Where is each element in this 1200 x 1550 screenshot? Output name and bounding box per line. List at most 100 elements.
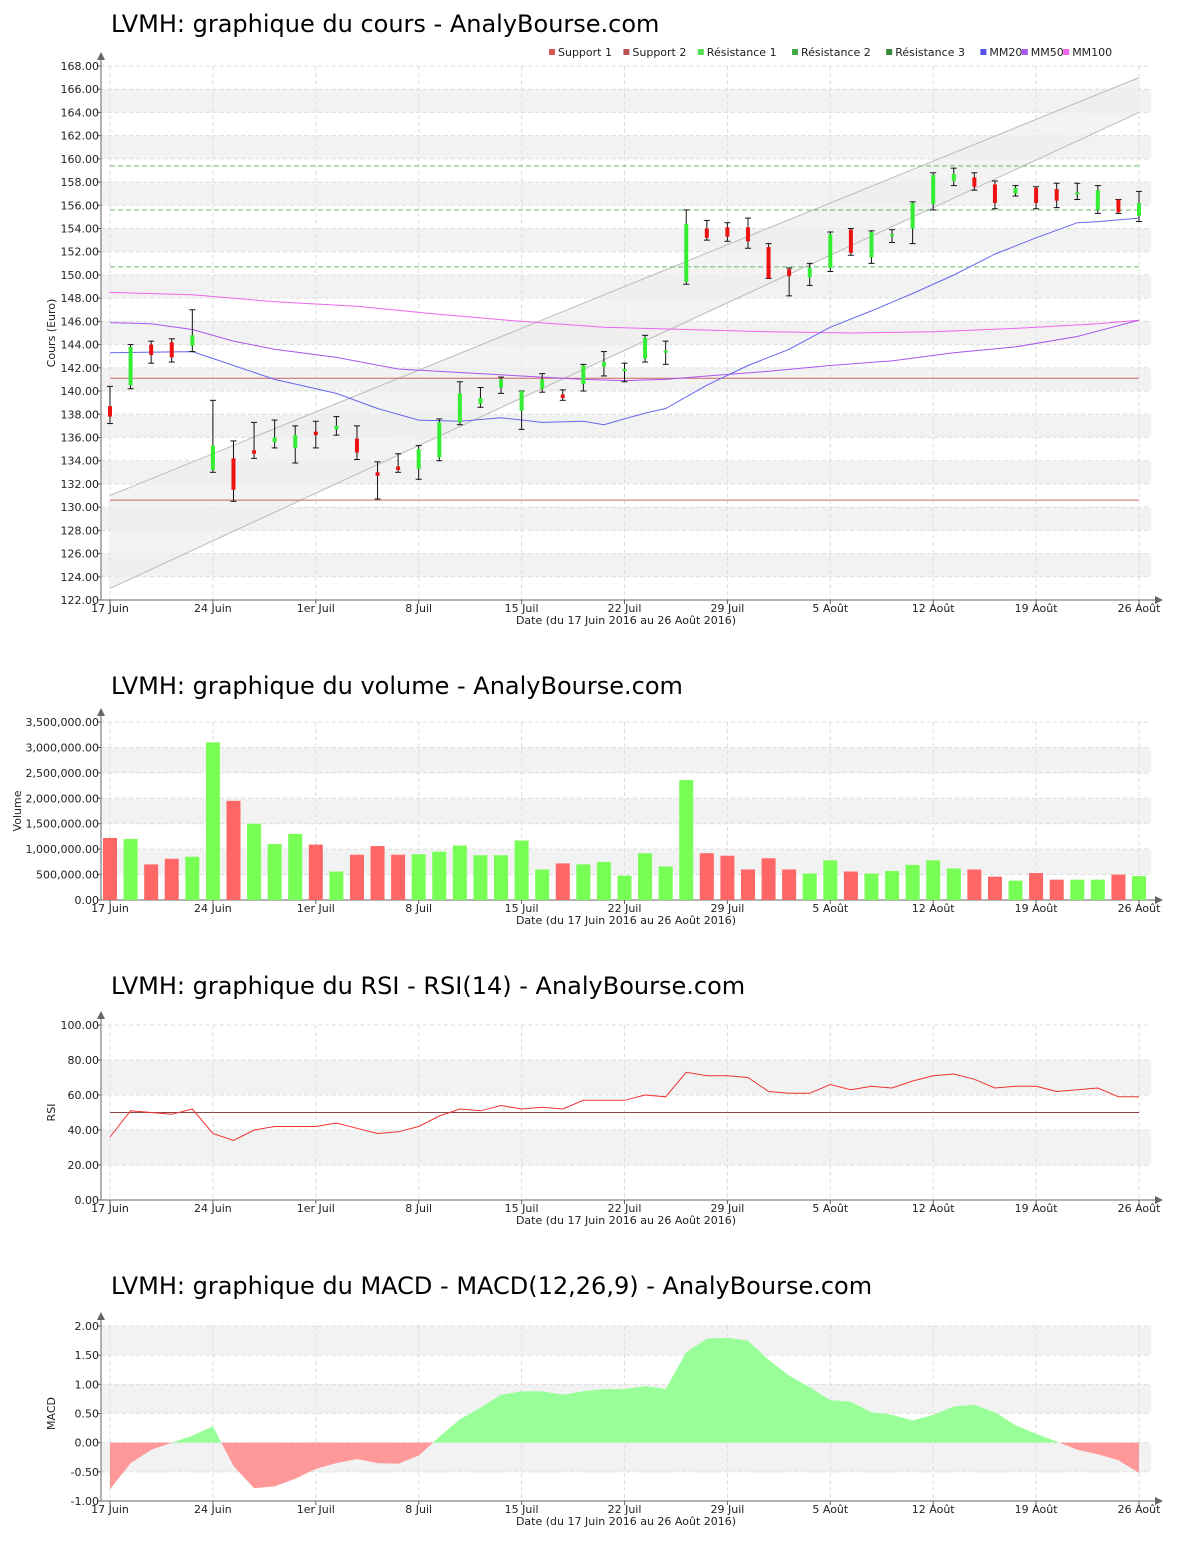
macd-area-positive bbox=[432, 1337, 1060, 1443]
volume-bar bbox=[123, 838, 138, 900]
macd-y-axis-arrow bbox=[97, 1312, 105, 1320]
volume-bar bbox=[205, 742, 220, 900]
price-band bbox=[101, 89, 1151, 113]
legend-swatch bbox=[1063, 49, 1070, 55]
candle-body bbox=[478, 398, 483, 404]
volume-y-axis-title: Volume bbox=[11, 790, 24, 831]
candle-body bbox=[293, 435, 298, 448]
legend-swatch bbox=[980, 49, 987, 55]
price-ytick-label: 142.00 bbox=[61, 362, 100, 375]
macd-xtick-label: 19 Août bbox=[1015, 1503, 1059, 1516]
price-ytick-label: 154.00 bbox=[61, 223, 100, 236]
price-x-axis-arrow bbox=[1155, 596, 1163, 604]
volume-bar bbox=[514, 840, 529, 900]
mm50-line bbox=[109, 319, 1140, 382]
candle-body bbox=[1013, 187, 1018, 194]
volume-bar bbox=[349, 854, 364, 900]
price-band bbox=[101, 414, 1151, 438]
volume-bar bbox=[1008, 880, 1023, 900]
volume-ytick-label: 3,000,000.00 bbox=[26, 741, 99, 754]
volume-bar bbox=[494, 855, 509, 900]
candle-body bbox=[704, 228, 709, 238]
price-xtick-label: 8 Juil bbox=[405, 602, 432, 615]
candle-body bbox=[869, 232, 874, 258]
volume-ytick-label: 2,500,000.00 bbox=[26, 767, 99, 780]
rsi-xtick-label: 26 Août bbox=[1118, 1202, 1162, 1215]
candle-body bbox=[231, 458, 236, 490]
macd-area-negative bbox=[1059, 1442, 1139, 1473]
candle-body bbox=[972, 177, 977, 187]
volume-bar bbox=[596, 861, 611, 900]
price-y-axis-arrow bbox=[97, 52, 105, 60]
volume-xtick-label: 12 Août bbox=[912, 902, 956, 915]
candle-body bbox=[951, 173, 956, 181]
rsi-xtick-label: 1er Juil bbox=[297, 1202, 335, 1215]
legend-swatch bbox=[1021, 49, 1028, 55]
rsi-line bbox=[109, 1071, 1139, 1142]
macd-xtick-label: 5 Août bbox=[812, 1503, 849, 1516]
price-band bbox=[101, 135, 1151, 159]
volume-ytick-label: 3,500,000.00 bbox=[26, 716, 99, 729]
volume-xtick-label: 19 Août bbox=[1015, 902, 1059, 915]
price-ytick-label: 134.00 bbox=[61, 455, 100, 468]
price-panel: LVMH: graphique du cours - AnalyBourse.c… bbox=[0, 10, 1200, 630]
rsi-y-axis-title: RSI bbox=[45, 1104, 58, 1122]
candle-body bbox=[581, 365, 586, 385]
macd-ytick-label: 2.00 bbox=[75, 1320, 100, 1333]
price-ytick-label: 164.00 bbox=[61, 106, 100, 119]
volume-bar bbox=[185, 856, 200, 900]
rsi-xtick-label: 24 Juin bbox=[194, 1202, 232, 1215]
volume-bar bbox=[1070, 879, 1085, 900]
candle-body bbox=[210, 445, 215, 470]
volume-ytick-label: 500,000.00 bbox=[36, 869, 99, 882]
volume-xtick-label: 15 Juil bbox=[505, 902, 539, 915]
candle-body bbox=[416, 449, 421, 469]
volume-bar bbox=[843, 871, 858, 900]
rsi-xtick-label: 5 Août bbox=[812, 1202, 849, 1215]
candle-body bbox=[787, 269, 792, 277]
candle-body bbox=[910, 202, 915, 229]
volume-bar bbox=[885, 871, 900, 900]
candle-body bbox=[396, 466, 401, 470]
rsi-ytick-label: 20.00 bbox=[68, 1159, 100, 1172]
macd-panel: LVMH: graphique du MACD - MACD(12,26,9) … bbox=[0, 1272, 1200, 1542]
volume-bar bbox=[555, 863, 570, 900]
volume-bar bbox=[679, 779, 694, 900]
macd-area-negative bbox=[221, 1442, 433, 1489]
volume-bar bbox=[802, 873, 817, 900]
candle-body bbox=[128, 346, 133, 386]
macd-xtick-label: 12 Août bbox=[912, 1503, 956, 1516]
candle-body bbox=[766, 247, 771, 279]
candle-body bbox=[848, 229, 853, 253]
macd-ytick-label: 0.50 bbox=[75, 1408, 100, 1421]
rsi-x-axis-title: Date (du 17 Juin 2016 au 26 Août 2016) bbox=[516, 1214, 736, 1227]
volume-bar bbox=[823, 860, 838, 900]
price-ytick-label: 128.00 bbox=[61, 524, 100, 537]
macd-ytick-label: 0.00 bbox=[75, 1437, 100, 1450]
macd-xtick-label: 17 Juin bbox=[91, 1503, 129, 1516]
rsi-ytick-label: 0.00 bbox=[75, 1194, 100, 1207]
rsi-band bbox=[101, 1130, 1151, 1165]
candle-body bbox=[1034, 187, 1039, 203]
price-ytick-label: 138.00 bbox=[61, 408, 100, 421]
volume-bar bbox=[164, 858, 179, 900]
volume-band bbox=[101, 747, 1151, 773]
candle-body bbox=[499, 379, 504, 388]
rsi-xtick-label: 29 Juil bbox=[710, 1202, 744, 1215]
channel-upper-line bbox=[109, 77, 1140, 496]
price-y-axis-title: Cours (Euro) bbox=[45, 299, 58, 368]
candle-body bbox=[108, 406, 112, 417]
rsi-ytick-label: 80.00 bbox=[68, 1054, 100, 1067]
price-band bbox=[101, 553, 1151, 577]
volume-chart: 0.00 500,000.00 1,000,000.00 1,500,000.00 2,… bbox=[11, 708, 1163, 927]
legend-item: Support 2 bbox=[632, 46, 686, 59]
volume-bar bbox=[761, 858, 776, 900]
candle-body bbox=[313, 431, 318, 436]
rsi-xtick-label: 15 Juil bbox=[505, 1202, 539, 1215]
volume-bar bbox=[946, 868, 961, 900]
rsi-xtick-label: 12 Août bbox=[912, 1202, 956, 1215]
macd-xtick-label: 26 Août bbox=[1118, 1503, 1162, 1516]
volume-bar bbox=[432, 851, 447, 900]
legend-swatch bbox=[792, 49, 798, 55]
candle-body bbox=[169, 342, 174, 358]
